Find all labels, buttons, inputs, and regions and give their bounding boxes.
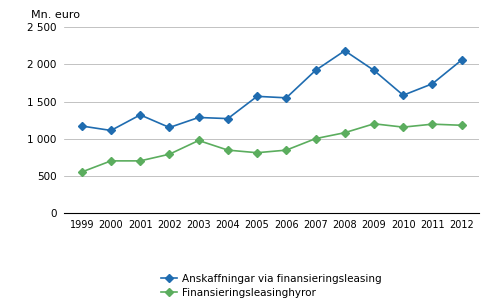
Finansieringsleasinghyror xyxy=(254,151,260,154)
Finansieringsleasinghyror xyxy=(313,137,319,140)
Anskaffningar via finansieringsleasing xyxy=(459,58,465,62)
Anskaffningar via finansieringsleasing xyxy=(137,113,143,117)
Anskaffningar via finansieringsleasing xyxy=(166,126,172,129)
Anskaffningar via finansieringsleasing xyxy=(108,129,114,132)
Finansieringsleasinghyror xyxy=(196,139,202,142)
Anskaffningar via finansieringsleasing xyxy=(371,69,377,72)
Anskaffningar via finansieringsleasing xyxy=(342,49,348,53)
Anskaffningar via finansieringsleasing xyxy=(79,124,84,128)
Line: Anskaffningar via finansieringsleasing: Anskaffningar via finansieringsleasing xyxy=(79,48,464,133)
Anskaffningar via finansieringsleasing xyxy=(400,93,406,97)
Finansieringsleasinghyror xyxy=(342,131,348,134)
Finansieringsleasinghyror xyxy=(79,170,84,174)
Finansieringsleasinghyror xyxy=(284,148,289,152)
Finansieringsleasinghyror xyxy=(400,125,406,129)
Anskaffningar via finansieringsleasing xyxy=(196,116,202,119)
Anskaffningar via finansieringsleasing xyxy=(254,95,260,98)
Text: Mn. euro: Mn. euro xyxy=(31,10,80,20)
Legend: Anskaffningar via finansieringsleasing, Finansieringsleasinghyror: Anskaffningar via finansieringsleasing, … xyxy=(162,274,382,298)
Anskaffningar via finansieringsleasing xyxy=(429,82,435,85)
Finansieringsleasinghyror xyxy=(108,159,114,163)
Finansieringsleasinghyror xyxy=(137,159,143,163)
Anskaffningar via finansieringsleasing xyxy=(284,96,289,100)
Anskaffningar via finansieringsleasing xyxy=(225,117,231,120)
Finansieringsleasinghyror xyxy=(459,123,465,127)
Anskaffningar via finansieringsleasing xyxy=(313,69,319,72)
Line: Finansieringsleasinghyror: Finansieringsleasinghyror xyxy=(79,121,464,175)
Finansieringsleasinghyror xyxy=(429,122,435,126)
Finansieringsleasinghyror xyxy=(166,152,172,156)
Finansieringsleasinghyror xyxy=(371,122,377,126)
Finansieringsleasinghyror xyxy=(225,148,231,152)
